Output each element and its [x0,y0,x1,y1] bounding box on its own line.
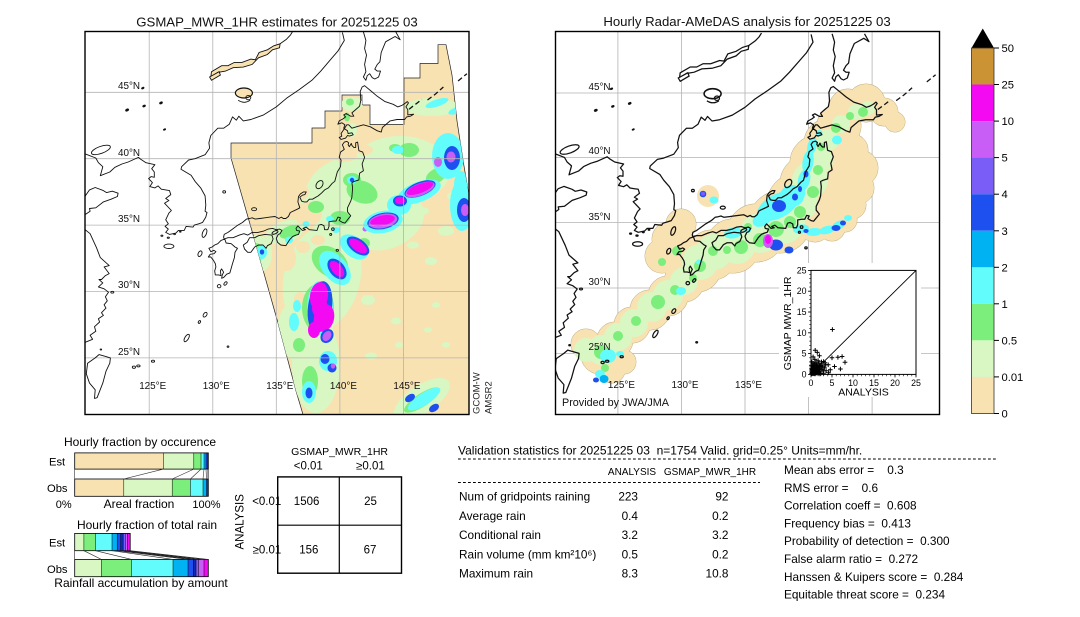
svg-text:30°N: 30°N [118,280,140,291]
svg-text:GSMAP_MWR_1HR: GSMAP_MWR_1HR [291,446,388,458]
svg-text:Est: Est [49,457,66,469]
svg-text:35°N: 35°N [118,214,140,225]
svg-text:10.8: 10.8 [706,566,729,580]
svg-text:35°N: 35°N [589,212,611,223]
svg-text:40°N: 40°N [118,148,140,159]
svg-text:ANALYSIS: ANALYSIS [235,494,247,550]
svg-text:40°N: 40°N [589,146,611,157]
svg-text:20: 20 [890,378,900,388]
svg-text:≥0.01: ≥0.01 [356,461,385,473]
svg-text:10: 10 [1002,116,1014,128]
svg-text:1506: 1506 [294,496,320,508]
svg-text:Validation statistics for 2025: Validation statistics for 20251225 03 n=… [458,444,862,458]
svg-text:125°E: 125°E [608,380,635,391]
svg-text:Hourly fraction by occurence: Hourly fraction by occurence [64,435,216,449]
svg-text:92: 92 [715,489,728,503]
svg-text:5: 5 [1002,153,1008,165]
svg-text:45°N: 45°N [589,82,611,93]
svg-text:5: 5 [802,349,807,359]
svg-text:<0.01: <0.01 [252,496,281,508]
svg-text:Average rain: Average rain [459,509,526,523]
svg-text:145°E: 145°E [393,381,420,392]
svg-text:Obs: Obs [47,483,68,495]
svg-text:Num of gridpoints raining: Num of gridpoints raining [459,489,590,503]
svg-text:100%: 100% [192,499,220,511]
svg-text:1: 1 [1002,299,1008,311]
svg-text:3: 3 [1002,226,1008,238]
svg-text:130°E: 130°E [203,381,230,392]
svg-text:GSMAP_MWR_1HR estimates for 20: GSMAP_MWR_1HR estimates for 20251225 03 [136,15,417,30]
svg-text:0: 0 [1002,409,1008,421]
svg-text:0.01: 0.01 [1002,372,1024,384]
svg-text:Conditional rain: Conditional rain [459,528,541,542]
svg-text:False alarm ratio = 0.272: False alarm ratio = 0.272 [784,552,918,566]
svg-text:GSMAP_MWR_1HR: GSMAP_MWR_1HR [664,467,756,478]
svg-text:0: 0 [809,378,814,388]
svg-text:25: 25 [1002,80,1014,92]
svg-text:135°E: 135°E [735,380,762,391]
svg-text:125°E: 125°E [139,381,166,392]
svg-text:10: 10 [797,328,807,338]
svg-text:Frequency bias = 0.413: Frequency bias = 0.413 [784,516,911,530]
svg-text:Correlation coeff = 0.608: Correlation coeff = 0.608 [784,499,917,513]
svg-text:15: 15 [797,307,807,317]
svg-text:Est: Est [49,538,66,550]
svg-text:GCOM-W: GCOM-W [472,372,483,414]
svg-text:25: 25 [797,265,807,275]
svg-text:223: 223 [618,489,638,503]
svg-text:Areal fraction: Areal fraction [104,497,175,511]
svg-text:0.2: 0.2 [712,509,728,523]
svg-text:RMS error = 0.6: RMS error = 0.6 [784,481,879,495]
svg-text:GSMAP MWR_1HR: GSMAP MWR_1HR [782,276,794,370]
svg-text:5: 5 [830,378,835,388]
svg-text:25°N: 25°N [589,342,611,353]
svg-text:Rain volume (mm km²10⁶): Rain volume (mm km²10⁶) [459,547,596,561]
svg-text:Hanssen & Kuipers score = 0.2: Hanssen & Kuipers score = 0.284 [784,570,964,584]
svg-text:Mean abs error = 0.3: Mean abs error = 0.3 [784,463,904,477]
svg-text:2: 2 [1002,262,1008,274]
svg-text:67: 67 [364,544,377,556]
svg-text:ANALYSIS: ANALYSIS [838,386,889,398]
svg-text:Hourly Radar-AMeDAS analysis f: Hourly Radar-AMeDAS analysis for 2025122… [603,14,890,29]
svg-text:Hourly fraction of total rain: Hourly fraction of total rain [77,518,217,532]
svg-text:25: 25 [911,378,921,388]
svg-text:Obs: Obs [47,564,68,576]
svg-text:4: 4 [1002,189,1008,201]
svg-text:≥0.01: ≥0.01 [253,544,282,556]
svg-text:Maximum rain: Maximum rain [459,566,533,580]
svg-text:AMSR2: AMSR2 [484,381,495,414]
svg-text:ANALYSIS: ANALYSIS [608,467,656,478]
svg-text:3.2: 3.2 [712,528,728,542]
svg-text:Equitable threat score = 0.23: Equitable threat score = 0.234 [784,588,945,602]
svg-text:156: 156 [299,544,318,556]
svg-text:0.5: 0.5 [1002,335,1018,347]
svg-text:140°E: 140°E [330,381,357,392]
svg-text:0.4: 0.4 [622,509,639,523]
svg-text:Provided by JWA/JMA: Provided by JWA/JMA [562,397,670,409]
svg-text:Probability of detection = 0.: Probability of detection = 0.300 [784,534,950,548]
svg-text:<0.01: <0.01 [294,461,323,473]
svg-text:Rainfall accumulation by amoun: Rainfall accumulation by amount [54,576,228,590]
svg-text:25°N: 25°N [118,347,140,358]
svg-text:135°E: 135°E [266,381,293,392]
svg-text:30°N: 30°N [589,277,611,288]
svg-text:25: 25 [364,496,377,508]
svg-text:0.5: 0.5 [622,547,639,561]
svg-text:20: 20 [797,286,807,296]
svg-text:45°N: 45°N [118,81,140,92]
svg-text:8.3: 8.3 [622,566,639,580]
svg-text:0%: 0% [56,499,72,511]
svg-text:50: 50 [1002,43,1014,55]
svg-text:130°E: 130°E [671,380,698,391]
svg-text:0: 0 [802,369,807,379]
svg-text:0.2: 0.2 [712,547,728,561]
svg-text:3.2: 3.2 [622,528,638,542]
